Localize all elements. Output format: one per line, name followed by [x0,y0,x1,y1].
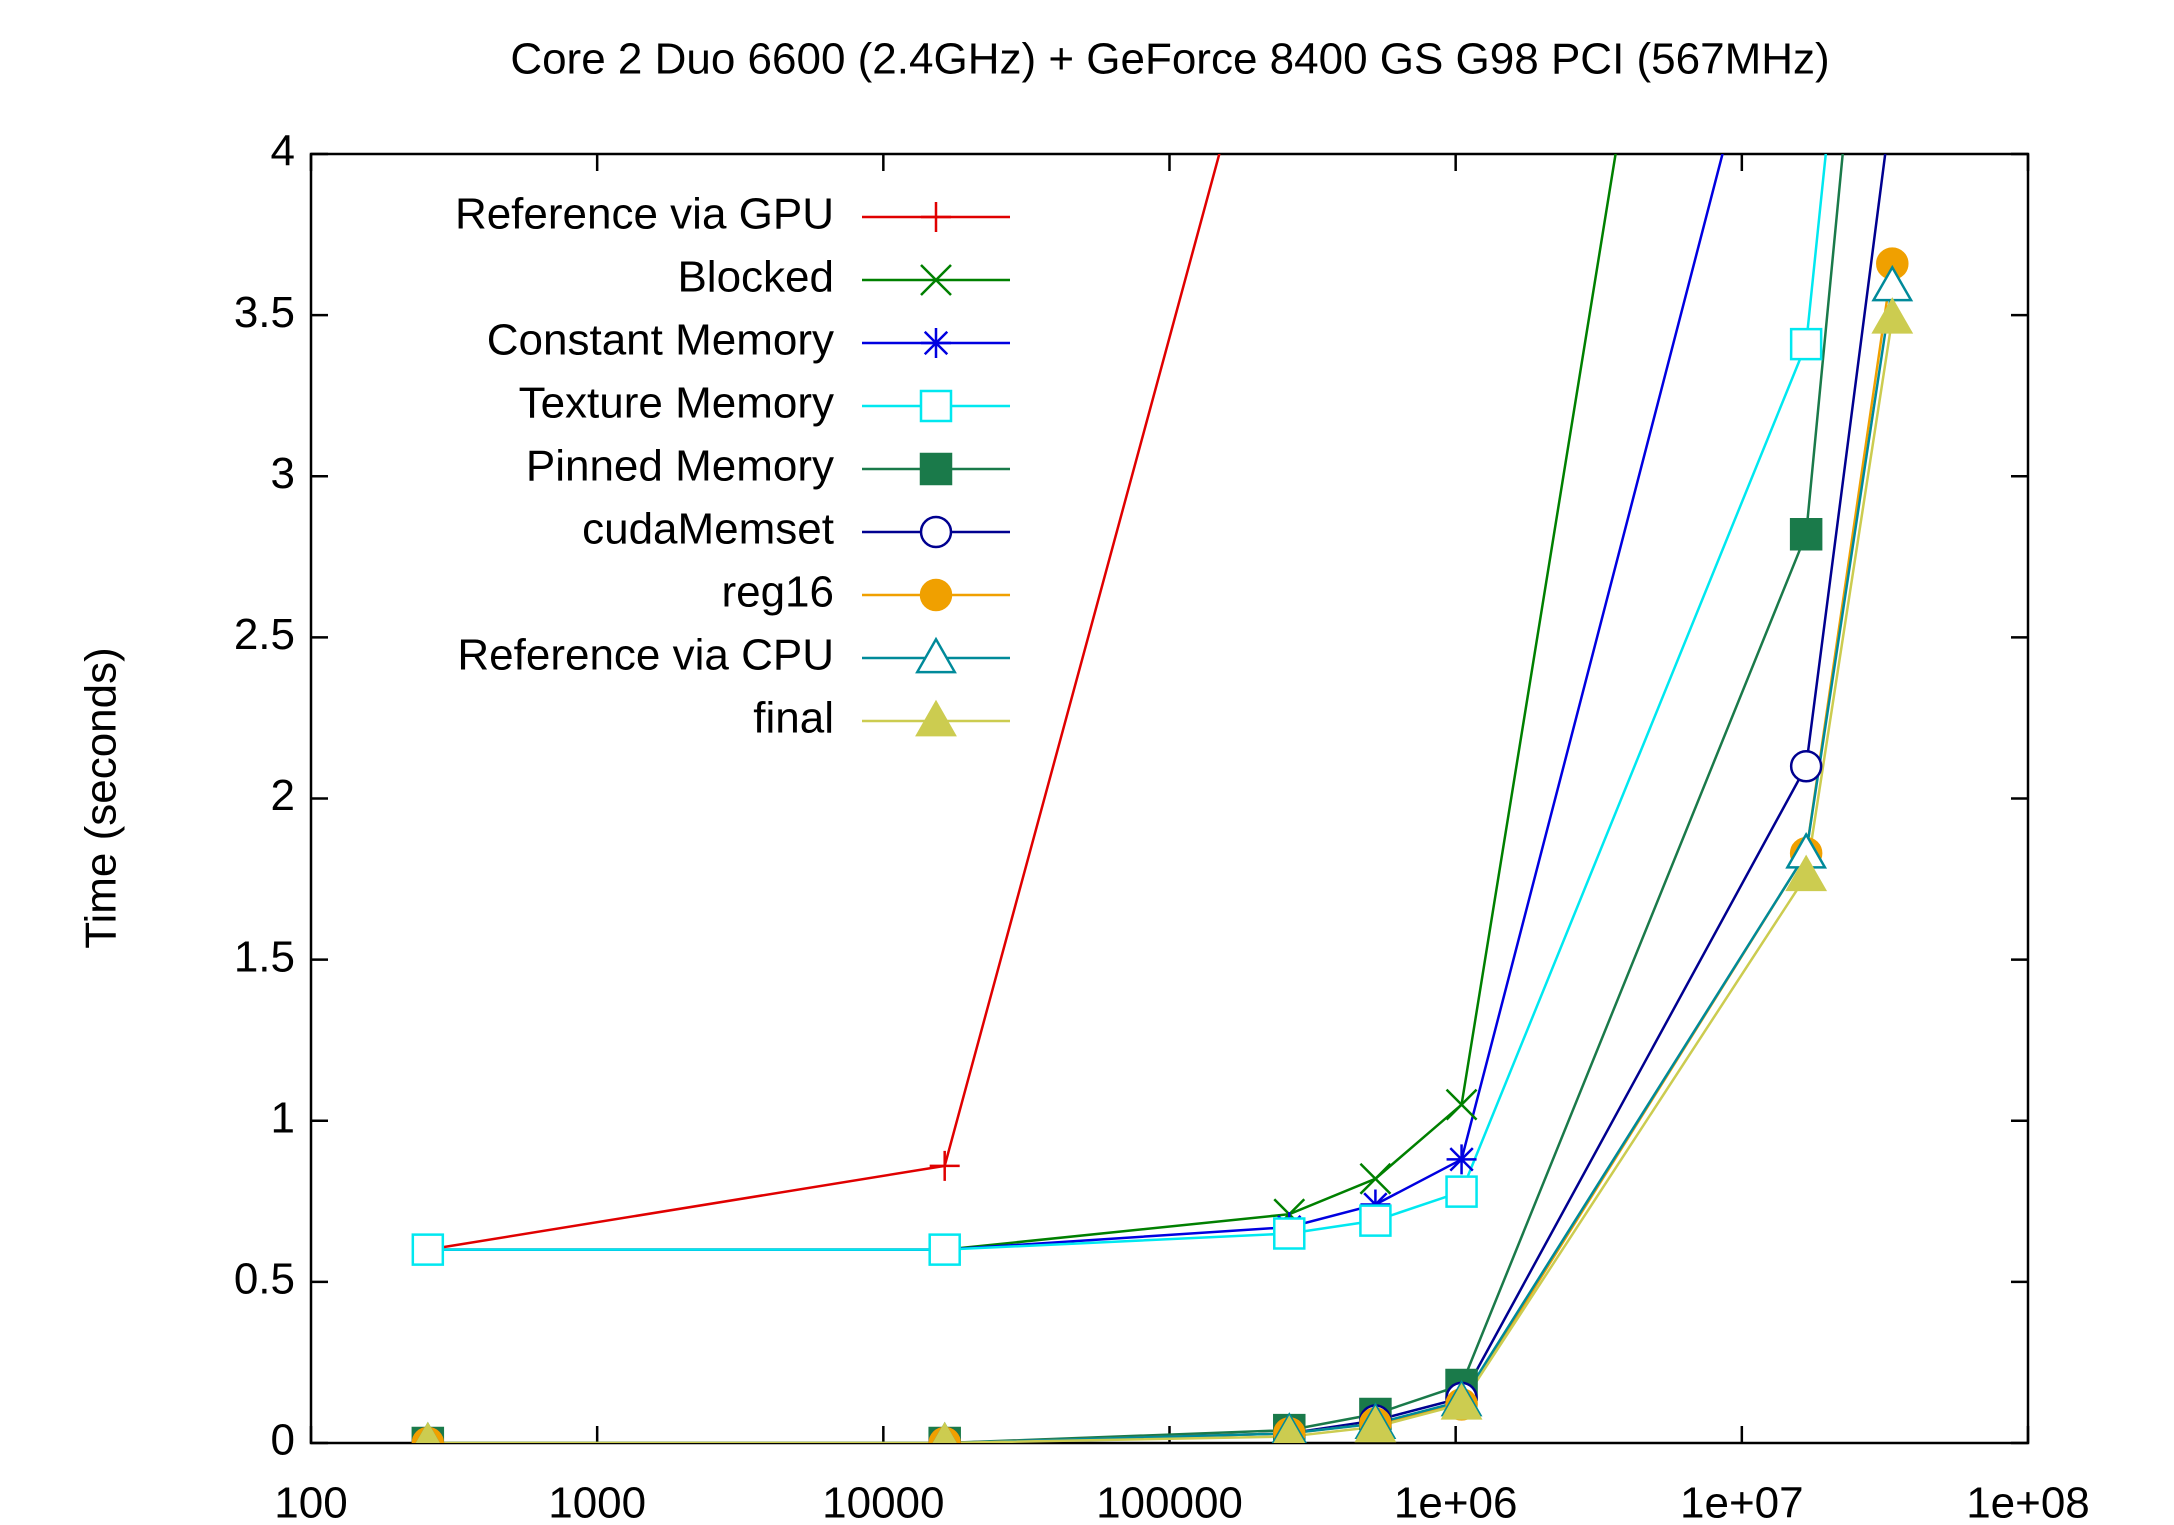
x-tick-label: 100000 [1096,1479,1243,1525]
y-axis-label: Time (seconds) [77,647,126,949]
data-point [1789,327,1823,361]
legend-label: reg16 [721,568,834,617]
data-point [1445,1088,1478,1121]
x-tick-label: 1e+08 [1966,1479,2090,1525]
legend-marker [919,578,953,612]
legend-marker [919,515,953,549]
legend-marker [920,264,952,296]
y-tick-label: 1.5 [234,932,295,981]
data-point [415,1421,440,1443]
series-line [427,154,1887,1443]
x-tick-label: 1000 [548,1479,646,1525]
legend-label: Blocked [677,253,834,302]
legend-label: Reference via CPU [457,631,834,680]
y-tick-label: 2 [271,771,295,820]
y-tick-label: 0.5 [234,1255,295,1304]
x-tick-label: 1e+06 [1394,1479,1518,1525]
x-tick-label: 10000 [822,1479,944,1525]
y-tick-label: 3.5 [234,288,295,337]
data-point [411,1233,445,1266]
data-point [929,1150,960,1181]
legend-marker [915,636,957,674]
legend-marker [919,452,953,486]
data-point [1359,1162,1392,1195]
data-point [1273,1217,1306,1250]
legend-marker [915,699,957,737]
y-tick-label: 2.5 [234,610,295,659]
series-line [427,154,1828,1251]
legend-label: Texture Memory [519,379,834,428]
data-point [1359,1204,1392,1237]
data-point [1354,1405,1397,1443]
x-tick-label: 100 [274,1479,347,1525]
y-tick-label: 0 [271,1416,295,1465]
legend-marker [921,202,951,232]
chart-title: Core 2 Duo 6600 (2.4GHz) + GeForce 8400 … [510,35,1829,84]
data-point [1446,1144,1477,1175]
plot-area [411,154,1914,1443]
data-point [928,1233,961,1266]
legend-label: Constant Memory [487,316,834,365]
data-point [1789,518,1823,551]
data-point [932,1421,957,1443]
legend-label: Pinned Memory [526,442,834,491]
data-point [1871,297,1914,334]
data-point [1876,247,1909,280]
x-tick-label: 1e+07 [1680,1479,1804,1525]
legend-marker [921,328,951,358]
y-tick-label: 3 [271,449,295,498]
series-line [427,154,1724,1251]
series-line [427,154,1221,1251]
legend-label: cudaMemset [582,505,834,554]
y-tick-label: 1 [271,1093,295,1142]
y-tick-label: 4 [271,127,295,176]
legend-marker [919,389,953,423]
data-point [1440,1383,1483,1420]
series-line [427,263,1894,1443]
legend-label: Reference via GPU [455,190,834,239]
data-point [1445,1175,1478,1208]
data-point [1273,1415,1306,1443]
data-point [1785,854,1828,892]
data-point [1789,750,1823,783]
legend-label: final [753,694,834,743]
